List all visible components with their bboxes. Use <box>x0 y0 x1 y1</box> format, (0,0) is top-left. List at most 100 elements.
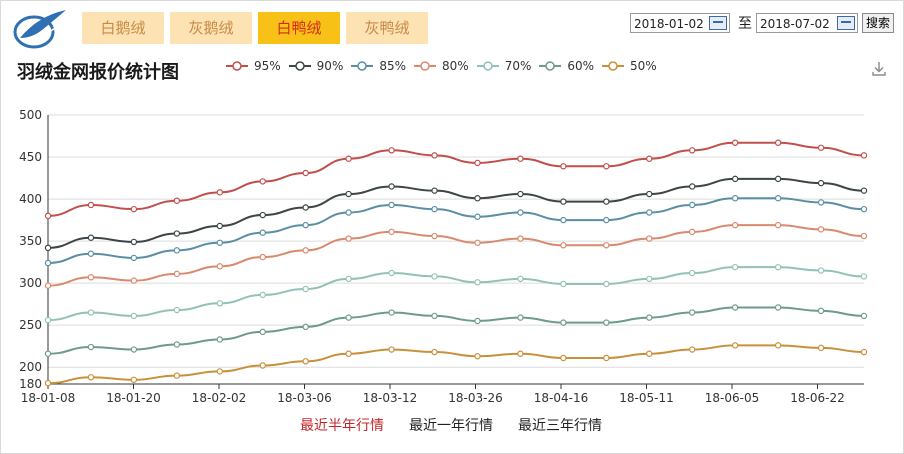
data-point <box>731 221 739 229</box>
legend-label: 90% <box>316 59 344 73</box>
data-point <box>345 155 352 162</box>
data-point <box>860 152 868 159</box>
calendar-icon[interactable] <box>709 16 727 30</box>
data-point <box>774 175 782 183</box>
data-point <box>388 346 395 353</box>
link-last-one-year[interactable]: 最近一年行情 <box>409 418 493 434</box>
data-point <box>560 319 567 326</box>
data-point <box>302 358 309 365</box>
series-line <box>47 266 865 322</box>
series-line <box>47 224 865 287</box>
data-point <box>431 273 438 280</box>
legend-item[interactable]: 85% <box>351 58 406 74</box>
series-line <box>47 141 865 217</box>
data-point <box>474 159 481 167</box>
data-point <box>731 139 739 146</box>
data-point <box>259 328 266 336</box>
y-tick-label: 450 <box>19 150 42 164</box>
data-point <box>860 312 868 320</box>
legend-item[interactable]: 50% <box>602 58 657 74</box>
data-point <box>87 309 95 316</box>
data-point <box>689 228 696 236</box>
data-point <box>216 336 223 343</box>
end-date-field[interactable]: 2018-07-02 <box>756 13 858 33</box>
x-tick-label: 18-01-20 <box>106 391 160 405</box>
data-point <box>646 275 653 283</box>
tab-grey-duck-down[interactable]: 灰鸭绒 <box>346 12 428 44</box>
data-point <box>173 372 181 379</box>
data-point <box>345 209 352 216</box>
data-point <box>431 152 438 159</box>
data-point <box>731 304 739 311</box>
legend-label: 95% <box>254 59 281 73</box>
x-tick-label: 18-06-22 <box>790 391 844 405</box>
data-point <box>560 216 567 224</box>
data-point <box>817 144 825 151</box>
data-point <box>130 346 138 353</box>
data-point <box>87 201 95 209</box>
data-point <box>259 291 266 299</box>
legend-label: 80% <box>442 59 469 73</box>
start-date-field[interactable]: 2018-01-02 <box>630 13 730 33</box>
data-point <box>517 314 524 321</box>
data-point <box>44 350 52 357</box>
legend-label: 70% <box>504 59 532 73</box>
legend-item[interactable]: 70% <box>476 58 532 74</box>
data-point <box>173 270 181 278</box>
legend-marker-icon <box>226 61 248 71</box>
x-tick-label: 18-01-08 <box>21 391 75 405</box>
legend-item[interactable]: 90% <box>288 58 344 74</box>
search-button[interactable]: 搜索 <box>862 13 894 33</box>
series-line <box>47 197 865 264</box>
data-point <box>603 163 610 170</box>
legend-marker-icon <box>414 61 437 71</box>
chart-legend: 95% 90% 85% 80% 70% 60% 50% <box>226 58 665 74</box>
data-point <box>817 344 825 352</box>
data-point <box>517 190 524 198</box>
calendar-icon[interactable] <box>837 16 855 30</box>
data-point <box>560 198 567 205</box>
legend-label: 85% <box>379 59 407 73</box>
x-tick-label: 18-03-12 <box>363 391 417 405</box>
data-point <box>517 155 524 162</box>
data-point <box>474 195 481 202</box>
data-point <box>259 229 266 236</box>
legend-item[interactable]: 80% <box>414 58 469 74</box>
tab-white-duck-down[interactable]: 白鸭绒 <box>258 12 340 44</box>
data-point <box>44 244 52 252</box>
data-point <box>173 230 181 237</box>
legend-label: 60% <box>567 59 595 73</box>
data-point <box>388 228 395 236</box>
end-date-value: 2018-07-02 <box>760 17 830 31</box>
x-tick-label: 18-05-11 <box>619 391 673 405</box>
data-point <box>517 235 524 242</box>
y-tick-label: 350 <box>19 234 42 248</box>
data-point <box>731 342 739 349</box>
download-icon[interactable] <box>870 60 888 78</box>
link-last-half-year[interactable]: 最近半年行情 <box>300 418 384 434</box>
data-point <box>216 368 223 375</box>
legend-marker-icon <box>476 61 499 71</box>
legend-label: 50% <box>630 59 657 73</box>
data-point <box>474 213 481 220</box>
chart-title: 羽绒金网报价统计图 <box>17 62 179 83</box>
y-tick-label: 500 <box>19 108 42 122</box>
legend-item[interactable]: 60% <box>539 58 594 74</box>
link-last-three-years[interactable]: 最近三年行情 <box>518 418 602 434</box>
data-point <box>517 209 524 216</box>
data-point <box>431 205 438 213</box>
data-point <box>259 211 266 219</box>
data-point <box>860 187 868 194</box>
data-point <box>216 222 223 230</box>
tab-white-goose-down[interactable]: 白鹅绒 <box>82 12 164 44</box>
data-point <box>259 253 266 261</box>
data-point <box>817 199 825 206</box>
logo-icon <box>13 10 66 49</box>
tab-grey-goose-down[interactable]: 灰鹅绒 <box>170 12 252 44</box>
start-date-value: 2018-01-02 <box>634 17 704 31</box>
data-point <box>603 354 610 362</box>
data-point <box>603 280 610 288</box>
data-point <box>173 247 181 254</box>
data-point <box>130 312 138 320</box>
legend-item[interactable]: 95% <box>226 58 281 74</box>
